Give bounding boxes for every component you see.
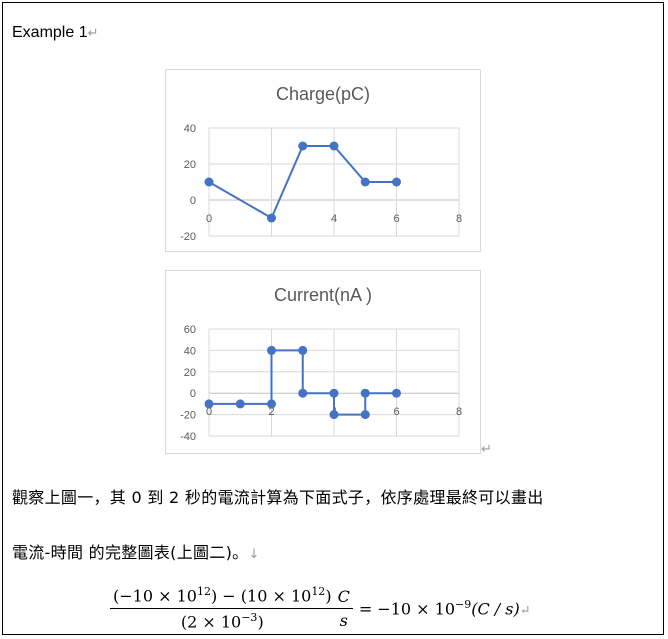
current-data-point [360, 410, 370, 420]
current-x-tick-label: 6 [393, 406, 399, 418]
charge-data-point [298, 141, 308, 151]
current-data-point [298, 345, 308, 355]
current-equation: (−10 × 1012) − (10 × 1012) (2 × 10−3) C … [110, 580, 531, 636]
current-data-point [360, 388, 370, 398]
charge-series-line [208, 145, 397, 220]
charge-data-point [329, 141, 339, 151]
charge-y-tick-label: 20 [184, 159, 196, 171]
paragraph-2: 電流-時間 的完整圖表(上圖二)。↓ [12, 539, 260, 563]
charge-y-tick-label: 0 [190, 195, 196, 207]
line-break-icon: ↓ [248, 547, 260, 562]
unit-numerator: C [334, 587, 353, 609]
current-x-tick-label: 0 [206, 406, 212, 418]
fraction-denominator: (2 × 10−3) [180, 610, 264, 631]
current-y-tick-label: -40 [180, 431, 196, 443]
paragraph-1-text: 觀察上圖一，其 0 到 2 秒的電流計算為下面式子，依序處理最終可以畫出 [12, 488, 544, 507]
heading-text: Example 1 [12, 24, 88, 41]
charge-data-point [204, 177, 214, 187]
charge-x-tick-label: 0 [206, 213, 212, 225]
current-y-tick-label: 60 [184, 324, 196, 336]
current-x-tick-label: 8 [456, 406, 462, 418]
current-y-tick-label: -20 [180, 410, 196, 422]
current-data-point [267, 345, 276, 355]
current-y-tick-label: 40 [184, 345, 196, 357]
current-data-point [329, 388, 339, 398]
paragraph-mark-icon: ↵ [519, 603, 531, 619]
charge-over-time-fraction: (−10 × 1012) − (10 × 1012) (2 × 10−3) [110, 585, 335, 631]
current-data-point [392, 388, 401, 398]
charge-x-tick-label: 8 [456, 213, 462, 225]
charge-x-tick-label: 4 [331, 213, 337, 225]
paragraph-1: 觀察上圖一，其 0 到 2 秒的電流計算為下面式子，依序處理最終可以畫出 [12, 484, 544, 508]
charge-chart-title: Charge(pC) [275, 84, 371, 104]
charge-y-tick-label: 40 [184, 123, 196, 135]
current-x-tick-label: 2 [268, 406, 274, 418]
paragraph-mark-icon: ↵ [87, 25, 99, 40]
current-data-point [329, 410, 339, 420]
unit-fraction: C s [334, 587, 353, 630]
charge-data-point [392, 177, 401, 187]
charge-x-tick-label: 6 [393, 213, 399, 225]
current-y-tick-label: 20 [184, 367, 196, 379]
unit-denominator: s [339, 610, 348, 630]
equation-result: = −10 × 10−9(C / s)↵ [358, 597, 531, 619]
current-y-tick-label: 0 [190, 388, 196, 400]
current-data-point [235, 399, 245, 409]
paragraph-2-text: 電流-時間 的完整圖表(上圖二)。 [12, 543, 249, 562]
charge-y-tick-label: -20 [180, 231, 196, 243]
current-data-point [204, 399, 214, 409]
fraction-numerator: (−10 × 1012) − (10 × 1012) [110, 585, 335, 609]
current-data-point [298, 388, 308, 398]
charge-data-point [360, 177, 370, 187]
current-data-point [267, 399, 276, 409]
example-heading: Example 1↵ [12, 24, 99, 42]
current-chart-title: Current(nA ) [273, 285, 373, 305]
paragraph-mark-icon: ↵ [481, 441, 492, 456]
charge-data-point [267, 213, 276, 223]
